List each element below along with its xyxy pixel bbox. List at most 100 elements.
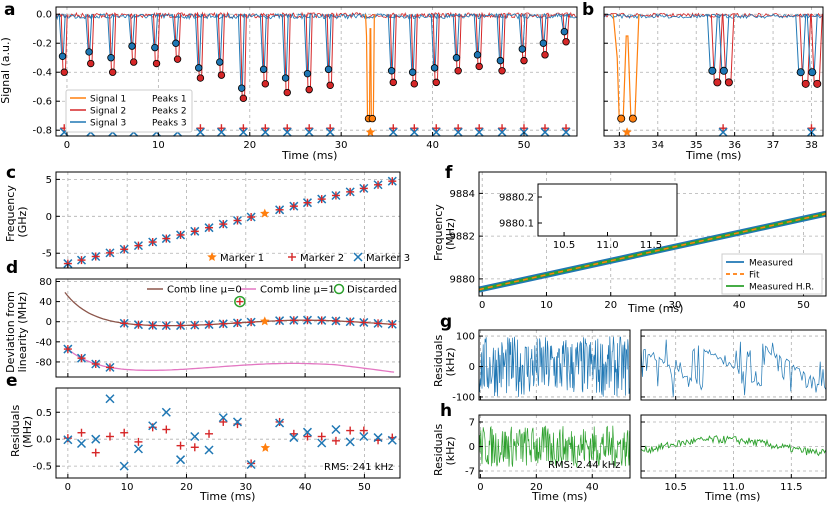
- e-marker3-x: [148, 421, 158, 431]
- c-marker2-plus: [289, 202, 298, 211]
- peak3-dot: [473, 51, 482, 59]
- peak3-dot: [518, 45, 526, 53]
- x-b: [282, 127, 292, 137]
- d-axes-frame: [55, 278, 401, 378]
- c-legend-label: Marker 1: [220, 253, 264, 264]
- h-x-tick-label: 11.0: [722, 482, 744, 493]
- c-y-tick-label: -5: [42, 249, 52, 260]
- f-axes-frame: [478, 171, 827, 297]
- peak2-dot: [60, 68, 68, 76]
- c-marker2-plus: [346, 187, 355, 196]
- d-y-tick-label: -40: [36, 337, 52, 348]
- x-b: [325, 127, 335, 137]
- x-b: [453, 127, 463, 137]
- x-b: [190, 431, 200, 442]
- a-legend-label: Peaks 3: [152, 119, 187, 129]
- x-b: [204, 445, 214, 455]
- b-marker3-x: [718, 127, 728, 137]
- e-x-tick-label: 20: [180, 482, 193, 493]
- marker3-x: [540, 127, 550, 137]
- e-marker1-star: [260, 442, 271, 452]
- b-marker1-star: [622, 127, 632, 137]
- x-b: [317, 438, 327, 448]
- a-x-tick-label: 20: [243, 140, 256, 151]
- d-marker1-star: [260, 316, 270, 326]
- d-marker2-plus: [374, 319, 383, 328]
- e-marker3-x: [331, 424, 341, 435]
- b-x-tick-label: 35: [690, 140, 703, 151]
- c-legend-x: [353, 252, 363, 262]
- e-marker3-x: [133, 444, 143, 454]
- marker3-x: [409, 127, 419, 137]
- peak2-dot: [389, 78, 397, 87]
- f-inset-x-tick-label: 11.0: [596, 240, 618, 251]
- h-x-tick-label: 10.5: [665, 482, 687, 493]
- f-x-tick-label: 30: [669, 300, 682, 311]
- marker3-x: [388, 127, 398, 137]
- e-x-tick-label: 10: [121, 482, 134, 493]
- x-b: [232, 417, 243, 427]
- b-peak1-dot: [617, 114, 626, 123]
- e-marker2-plus: [105, 432, 114, 441]
- e-marker3-x: [302, 427, 313, 437]
- d-marker2-plus: [120, 319, 129, 328]
- x-b: [216, 127, 226, 137]
- peak3-dot: [216, 58, 224, 66]
- e-marker2-plus: [176, 441, 185, 450]
- marker2-plus: [475, 124, 484, 133]
- x-b: [275, 418, 285, 428]
- e-marker3-x: [161, 407, 171, 417]
- marker3-x: [453, 127, 463, 137]
- e-marker3-x: [119, 461, 129, 471]
- peak2-dot: [520, 56, 528, 65]
- peak3-dot: [560, 27, 569, 36]
- b-peak2-dot: [713, 78, 722, 87]
- d-marker2-plus: [77, 354, 86, 363]
- c-marker2-plus: [317, 195, 326, 204]
- a-x-tick-label: 0: [64, 140, 70, 151]
- e-x-tick-label: 50: [358, 482, 371, 493]
- e-y-tick-label: -0.5: [32, 462, 52, 473]
- x-b: [304, 127, 314, 137]
- e-y-tick-label: 0.0: [36, 435, 52, 446]
- marker3-x: [195, 127, 205, 137]
- b-x-tick-label: 33: [613, 140, 626, 151]
- e-marker3-x: [218, 413, 228, 423]
- b-peak2-dot: [813, 79, 822, 88]
- c-marker2-plus: [219, 220, 228, 229]
- f-y-tick-label: 9880: [450, 274, 475, 285]
- g-right-frame: [640, 329, 827, 401]
- f-inset-y-tick-label: 9880.1: [499, 219, 534, 230]
- f-legend-label: Measured: [749, 259, 793, 269]
- marker2-plus: [326, 124, 335, 133]
- g-left-frame: [478, 329, 631, 401]
- b-peak2-dot: [801, 79, 810, 88]
- e-marker3-x: [317, 438, 327, 448]
- e-marker2-plus: [162, 425, 171, 434]
- b-marker2-plus: [807, 124, 816, 133]
- peak2-dot: [129, 58, 138, 66]
- c-y-tick-label: 5: [46, 175, 52, 186]
- peak3-dot: [58, 52, 67, 60]
- d-y-tick-label: 40: [39, 297, 52, 308]
- signal2-dip: [174, 14, 182, 60]
- e-axes-frame: [55, 387, 401, 479]
- e-x-tick-label: 0: [65, 482, 71, 493]
- peak2-dot: [475, 62, 483, 71]
- x-b: [409, 127, 419, 137]
- comb-line-mu0: [64, 291, 395, 327]
- e-marker2-plus: [77, 428, 86, 437]
- e-marker2-plus: [120, 428, 129, 437]
- e-marker3-x: [275, 418, 285, 428]
- x-b: [91, 434, 101, 444]
- x-b: [561, 127, 571, 137]
- x-b: [302, 427, 313, 437]
- marker2-plus: [283, 124, 292, 133]
- e-marker2-plus: [63, 434, 72, 443]
- marker2-plus: [454, 124, 463, 133]
- peak2-dot: [454, 67, 462, 75]
- h-left-frame: [478, 414, 631, 479]
- peak2-dot: [152, 59, 161, 68]
- x-b: [718, 127, 728, 137]
- e-x-tick-label: 40: [299, 482, 312, 493]
